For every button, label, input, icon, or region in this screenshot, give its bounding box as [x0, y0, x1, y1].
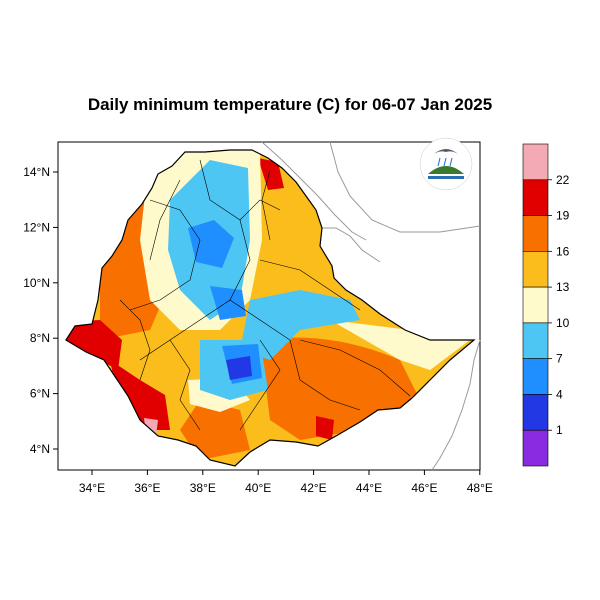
- lat-tick-label: 14°N: [23, 165, 50, 179]
- lat-tick-label: 12°N: [23, 220, 50, 234]
- lon-tick-label: 46°E: [411, 481, 437, 495]
- lat-tick-label: 10°N: [23, 276, 50, 290]
- colorbar-swatch: [522, 429, 549, 467]
- lon-tick-label: 34°E: [79, 481, 105, 495]
- colorbar-label: 7: [556, 352, 563, 366]
- neighbor-borders: [261, 141, 481, 471]
- lon-tick-label: 40°E: [245, 481, 271, 495]
- lat-tick-label: 6°N: [30, 387, 50, 401]
- colorbar-swatch: [522, 251, 549, 288]
- lon-tick-label: 44°E: [356, 481, 382, 495]
- colorbar-swatch: [522, 215, 549, 252]
- colorbar-label: 16: [556, 244, 570, 258]
- colorbar-label: 19: [556, 209, 570, 223]
- colorbar: 22 19 16 13 10 7 4 1: [522, 143, 570, 467]
- map-title: Daily minimum temperature (C) for 06-07 …: [87, 95, 493, 114]
- ethiopian-meteorology-institute-logo: [419, 137, 473, 191]
- admin-boundaries: [119, 159, 411, 431]
- colorbar-swatch: [522, 286, 549, 324]
- latitude-axis: 14°N 12°N 10°N 8°N 6°N 4°N: [23, 165, 58, 456]
- colorbar-swatch: [522, 322, 549, 359]
- colorbar-swatch: [522, 358, 549, 395]
- colorbar-label: 1: [556, 423, 563, 437]
- lat-tick-label: 4°N: [30, 442, 50, 456]
- lon-tick-label: 42°E: [301, 481, 327, 495]
- colorbar-label: 4: [556, 387, 563, 401]
- lat-tick-label: 8°N: [30, 331, 50, 345]
- colorbar-label: 10: [556, 316, 570, 330]
- country-outline: [65, 149, 476, 467]
- colorbar-label: 22: [556, 173, 570, 187]
- lon-tick-label: 48°E: [467, 481, 493, 495]
- colorbar-label: 13: [556, 280, 570, 294]
- colorbar-swatch: [522, 143, 549, 181]
- longitude-axis: 34°E 36°E 38°E 40°E 42°E 44°E 46°E 48°E: [79, 470, 493, 495]
- lon-tick-label: 38°E: [190, 481, 216, 495]
- colorbar-swatch: [522, 179, 549, 216]
- lon-tick-label: 36°E: [134, 481, 160, 495]
- colorbar-swatch: [522, 394, 549, 431]
